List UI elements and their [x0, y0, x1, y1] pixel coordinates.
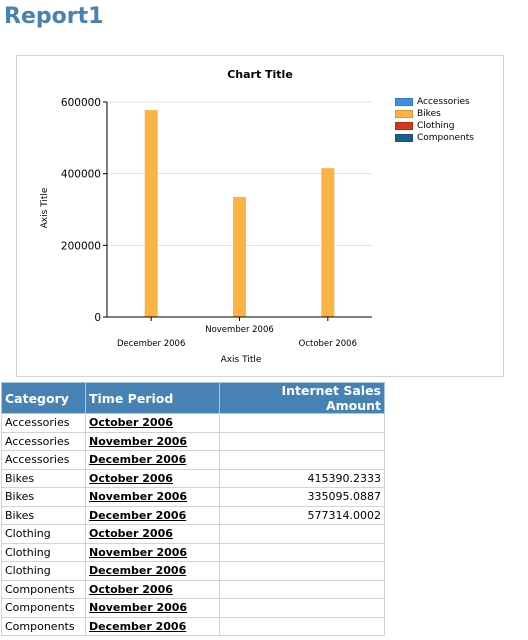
x-axis-title: Axis Title — [221, 355, 262, 365]
table-row: Accessories October 2006 — [1, 413, 385, 433]
category-cell: Accessories — [1, 450, 86, 470]
y-tick-label: 400000 — [61, 169, 101, 181]
bar-bikes-october-2006 — [321, 168, 335, 317]
data-table: Category Time Period Internet Sales Amou… — [1, 382, 385, 636]
amount-cell — [219, 524, 385, 544]
table-header-row: Category Time Period Internet Sales Amou… — [1, 382, 385, 414]
time-period-link[interactable]: October 2006 — [85, 524, 220, 544]
category-cell: Bikes — [1, 487, 86, 507]
time-period-link[interactable]: October 2006 — [85, 468, 220, 488]
legend-swatch — [395, 134, 413, 142]
legend-label: Components — [417, 133, 474, 143]
time-period-link[interactable]: November 2006 — [85, 598, 220, 618]
amount-cell — [219, 450, 385, 470]
x-tick-label: December 2006 — [117, 339, 185, 349]
category-cell: Clothing — [1, 524, 86, 544]
time-period-link[interactable]: November 2006 — [85, 487, 220, 507]
table-row: Clothing December 2006 — [1, 561, 385, 581]
amount-cell — [219, 598, 385, 618]
legend-item-accessories: Accessories — [395, 96, 474, 108]
category-cell: Clothing — [1, 542, 86, 562]
report-title: Report1 — [4, 4, 104, 29]
table-row: Components December 2006 — [1, 616, 385, 636]
table-row: Accessories December 2006 — [1, 450, 385, 470]
x-tick-label: October 2006 — [299, 339, 357, 349]
category-cell: Clothing — [1, 561, 86, 581]
time-period-link[interactable]: December 2006 — [85, 561, 220, 581]
table-row: Clothing October 2006 — [1, 524, 385, 544]
header-category: Category — [1, 382, 86, 414]
time-period-link[interactable]: December 2006 — [85, 616, 220, 636]
bar-bikes-november-2006 — [233, 196, 246, 317]
time-period-link[interactable]: December 2006 — [85, 450, 220, 470]
amount-cell — [219, 561, 385, 581]
chart-legend: Accessories Bikes Clothing Components — [395, 96, 474, 144]
legend-swatch — [395, 110, 413, 118]
time-period-link[interactable]: November 2006 — [85, 431, 220, 451]
legend-swatch — [395, 122, 413, 130]
category-cell: Components — [1, 598, 86, 618]
legend-label: Accessories — [417, 97, 470, 107]
legend-swatch — [395, 98, 413, 106]
y-tick-label: 200000 — [61, 240, 101, 252]
table-row: Components November 2006 — [1, 598, 385, 618]
legend-label: Bikes — [417, 109, 441, 119]
time-period-link[interactable]: December 2006 — [85, 505, 220, 525]
amount-cell: 577314.0002 — [219, 505, 385, 525]
x-tick-label: November 2006 — [205, 325, 274, 335]
legend-item-components: Components — [395, 132, 474, 144]
category-cell: Components — [1, 616, 86, 636]
legend-item-clothing: Clothing — [395, 120, 474, 132]
header-internet-sales-amount: Internet Sales Amount — [219, 382, 385, 414]
category-cell: Bikes — [1, 468, 86, 488]
header-time-period: Time Period — [85, 382, 220, 414]
time-period-link[interactable]: October 2006 — [85, 413, 220, 433]
time-period-link[interactable]: November 2006 — [85, 542, 220, 562]
category-cell: Bikes — [1, 505, 86, 525]
table-row: Bikes October 2006 415390.2333 — [1, 468, 385, 488]
table-row: Components October 2006 — [1, 579, 385, 599]
table-row: Bikes December 2006 577314.0002 — [1, 505, 385, 525]
amount-cell: 335095.0887 — [219, 487, 385, 507]
chart-title: Chart Title — [227, 68, 293, 81]
legend-label: Clothing — [417, 121, 455, 131]
y-tick-label: 600000 — [61, 97, 101, 109]
amount-cell — [219, 413, 385, 433]
category-cell: Accessories — [1, 413, 86, 433]
table-row: Clothing November 2006 — [1, 542, 385, 562]
y-axis-title: Axis Title — [40, 187, 50, 228]
table-row: Bikes November 2006 335095.0887 — [1, 487, 385, 507]
amount-cell — [219, 542, 385, 562]
amount-cell — [219, 431, 385, 451]
legend-item-bikes: Bikes — [395, 108, 474, 120]
bar-bikes-december-2006 — [144, 110, 158, 317]
table-row: Accessories November 2006 — [1, 431, 385, 451]
y-tick-label: 0 — [94, 312, 101, 324]
category-cell: Accessories — [1, 431, 86, 451]
amount-cell: 415390.2333 — [219, 468, 385, 488]
amount-cell — [219, 579, 385, 599]
chart-container: Chart Title 0 200000 400000 600000 December … — [16, 55, 504, 377]
category-cell: Components — [1, 579, 86, 599]
bar-chart: Chart Title 0 200000 400000 600000 December … — [40, 68, 372, 365]
amount-cell — [219, 616, 385, 636]
time-period-link[interactable]: October 2006 — [85, 579, 220, 599]
